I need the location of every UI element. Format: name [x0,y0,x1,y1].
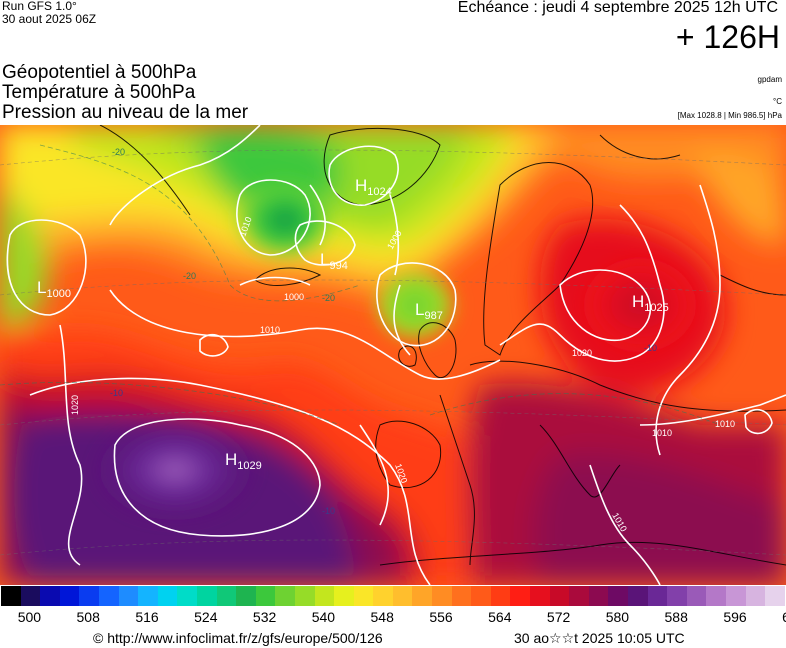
scale-swatch [118,586,139,606]
scale-swatch [255,586,276,606]
scale-swatch [236,586,256,606]
color-scale [1,586,785,606]
scale-label: 532 [252,609,277,625]
scale-swatch [745,586,766,606]
scale-swatch [667,586,687,606]
scale-label: 572 [546,609,571,625]
scale-swatch [392,586,413,606]
scale-swatch [40,586,60,606]
pressure-center-h1029: H1029 [225,450,262,472]
scale-label: 500 [17,609,42,625]
center-letter: L [415,300,424,319]
pressure-center-l987: L987 [415,300,443,322]
scale-swatch [275,586,295,606]
center-letter: L [37,278,46,297]
scale-swatch [471,586,491,606]
center-letter: L [320,250,329,269]
scale-swatch [686,586,707,606]
scale-swatch [608,586,628,606]
pressure-range: [Max 1028.8 | Min 986.5] hPa [677,111,782,120]
temperature-label: -20 [183,271,196,281]
scale-swatch [294,586,315,606]
temperature-label: -20 [112,147,125,157]
scale-label: 548 [370,609,394,625]
scale-label: 604 [782,609,786,625]
center-letter: H [632,292,644,311]
center-value: 987 [424,310,442,322]
scale-label: 596 [723,609,747,625]
title-temperature: Température à 500hPa [2,82,196,103]
scale-swatch [549,586,570,606]
scale-swatch [177,586,197,606]
scale-swatch [490,586,511,606]
scale-swatch [373,586,393,606]
scale-swatch [765,586,785,606]
scale-swatch [706,586,726,606]
scale-label: 524 [194,609,218,625]
scale-swatch [98,586,119,606]
unit-celsius: °C [773,97,782,106]
scale-swatch [196,586,217,606]
scale-swatch [157,586,178,606]
temperature-label: -20 [322,293,335,303]
isobar-label: 1020 [572,348,592,358]
scale-swatch [530,586,550,606]
scale-swatch [588,586,609,606]
center-value: 1024 [367,186,391,198]
forecast-time: Echéance : jeudi 4 septembre 2025 12h UT… [457,0,778,16]
scale-swatch [59,586,80,606]
scale-swatch [216,586,237,606]
scale-swatch [412,586,433,606]
color-scale-labels: 500 508 516 524 532 540 548 556 564 572 580 588 596 6… [0,609,786,627]
unit-gpdam: gpdam [757,75,782,84]
isobar-label: 1010 [260,325,280,335]
title-geopotential: Géopotentiel à 500hPa [2,62,197,83]
temperature-label: -10 [644,343,657,353]
isobar-label: 1010 [715,419,735,429]
scale-swatch [79,586,99,606]
run-label: Run GFS 1.0° [2,0,77,13]
scale-swatch [569,586,589,606]
temperature-label: -10 [322,506,335,516]
scale-swatch [451,586,472,606]
pressure-center-l994: L994 [320,250,348,272]
scale-label: 580 [605,609,630,625]
run-date: 30 aout 2025 06Z [2,12,97,26]
center-value: 1000 [46,288,70,300]
scale-label: 564 [488,609,512,625]
scale-label: 508 [76,609,100,625]
scale-swatch [432,586,452,606]
isobar-label: 1000 [284,292,304,302]
center-value: 1029 [237,460,261,472]
title-pressure: Pression au niveau de la mer [2,102,249,123]
source-url: © http://www.infoclimat.fr/z/gfs/europe/… [93,630,383,646]
scale-swatch [314,586,335,606]
isobar-label: 1020 [70,395,80,415]
weather-map: H1024 L994 L987 L1000 H1025 H1029 1010 1… [0,125,786,585]
scale-swatch [628,586,648,606]
scale-swatch [1,586,21,606]
scale-label: 540 [311,609,336,625]
center-letter: H [355,176,367,195]
generation-date: 30 ao☆☆t 2025 10:05 UTC [514,630,685,646]
scale-label: 556 [429,609,453,625]
scale-swatch [138,586,158,606]
center-letter: H [225,450,237,469]
pressure-center-h1025: H1025 [632,292,669,314]
center-value: 994 [329,260,347,272]
isobar-label: 1010 [652,428,672,438]
pressure-center-h1024: H1024 [355,176,392,198]
scale-label: 588 [664,609,688,625]
scale-swatch [510,586,531,606]
scale-swatch [725,586,746,606]
scale-label: 516 [135,609,159,625]
scale-swatch [647,586,668,606]
temperature-label: -10 [110,388,123,398]
scale-swatch [353,586,374,606]
scale-swatch [20,586,41,606]
center-value: 1025 [644,302,668,314]
pressure-center-l1000: L1000 [37,278,71,300]
lead-time: + 126H [675,19,780,55]
scale-swatch [334,586,354,606]
